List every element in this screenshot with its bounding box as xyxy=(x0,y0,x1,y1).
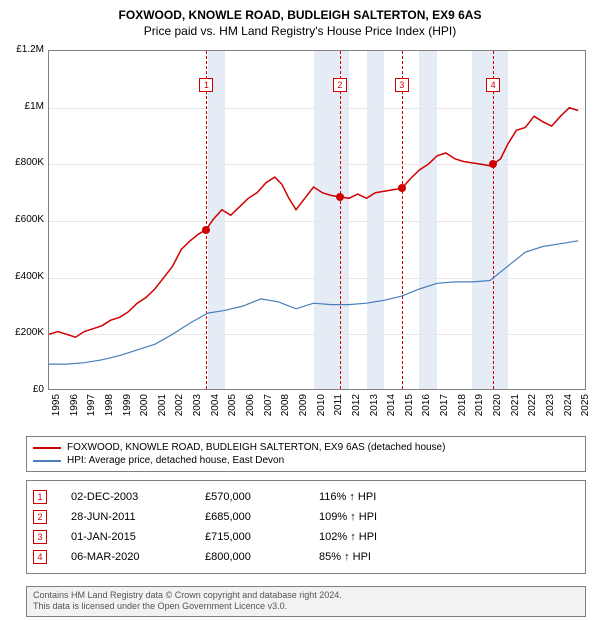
x-axis-label: 2009 xyxy=(298,394,309,424)
x-axis-label: 2003 xyxy=(192,394,203,424)
x-axis-label: 2022 xyxy=(527,394,538,424)
x-axis-label: 2007 xyxy=(263,394,274,424)
x-axis-label: 2014 xyxy=(386,394,397,424)
tx-pct-vs-hpi: 102% ↑ HPI xyxy=(319,531,419,543)
title-subtitle: Price paid vs. HM Land Registry's House … xyxy=(10,24,590,38)
y-axis-label: £1.2M xyxy=(4,44,44,55)
x-axis-label: 2001 xyxy=(157,394,168,424)
legend-item-property: FOXWOOD, KNOWLE ROAD, BUDLEIGH SALTERTON… xyxy=(33,441,579,454)
chart-plot-area: 1234 xyxy=(48,50,586,390)
tx-pct-vs-hpi: 116% ↑ HPI xyxy=(319,491,419,503)
tx-number: 4 xyxy=(33,550,47,564)
chart-container: FOXWOOD, KNOWLE ROAD, BUDLEIGH SALTERTON… xyxy=(0,0,600,620)
tx-date: 28-JUN-2011 xyxy=(71,511,181,523)
legend: FOXWOOD, KNOWLE ROAD, BUDLEIGH SALTERTON… xyxy=(26,436,586,472)
tx-number: 1 xyxy=(33,490,47,504)
footer-line-2: This data is licensed under the Open Gov… xyxy=(33,601,579,612)
x-axis-label: 2010 xyxy=(316,394,327,424)
x-axis-label: 2002 xyxy=(174,394,185,424)
y-axis-label: £800K xyxy=(4,157,44,168)
transaction-row: 3 01-JAN-2015 £715,000 102% ↑ HPI xyxy=(33,527,579,547)
x-axis-label: 2012 xyxy=(351,394,362,424)
tx-pct-vs-hpi: 109% ↑ HPI xyxy=(319,511,419,523)
x-axis-label: 2017 xyxy=(439,394,450,424)
x-axis-label: 2011 xyxy=(333,394,344,424)
x-axis-label: 1997 xyxy=(86,394,97,424)
x-axis-label: 2024 xyxy=(563,394,574,424)
tx-date: 02-DEC-2003 xyxy=(71,491,181,503)
x-axis-label: 2018 xyxy=(457,394,468,424)
transactions-table: 1 02-DEC-2003 £570,000 116% ↑ HPI 2 28-JUN-20… xyxy=(26,480,586,574)
x-axis-label: 2006 xyxy=(245,394,256,424)
x-axis-label: 1995 xyxy=(51,394,62,424)
y-axis-label: £400K xyxy=(4,271,44,282)
x-axis-label: 2000 xyxy=(139,394,150,424)
footer-attribution: Contains HM Land Registry data © Crown c… xyxy=(26,586,586,617)
x-axis-label: 2025 xyxy=(580,394,591,424)
tx-date: 01-JAN-2015 xyxy=(71,531,181,543)
tx-price: £570,000 xyxy=(205,491,295,503)
chart-lines xyxy=(49,51,587,391)
legend-swatch xyxy=(33,447,61,449)
transaction-row: 4 06-MAR-2020 £800,000 85% ↑ HPI xyxy=(33,547,579,567)
x-axis-label: 2019 xyxy=(474,394,485,424)
tx-price: £800,000 xyxy=(205,551,295,563)
x-axis-label: 2008 xyxy=(280,394,291,424)
x-axis-label: 1998 xyxy=(104,394,115,424)
y-axis-label: £600K xyxy=(4,214,44,225)
x-axis-label: 2023 xyxy=(545,394,556,424)
footer-line-1: Contains HM Land Registry data © Crown c… xyxy=(33,590,579,601)
tx-price: £685,000 xyxy=(205,511,295,523)
transaction-row: 1 02-DEC-2003 £570,000 116% ↑ HPI xyxy=(33,487,579,507)
legend-item-hpi: HPI: Average price, detached house, East… xyxy=(33,454,579,467)
title-address: FOXWOOD, KNOWLE ROAD, BUDLEIGH SALTERTON… xyxy=(10,8,590,22)
y-axis-label: £1M xyxy=(4,101,44,112)
x-axis-label: 2015 xyxy=(404,394,415,424)
x-axis-label: 2020 xyxy=(492,394,503,424)
x-axis-label: 1999 xyxy=(122,394,133,424)
x-axis-label: 2005 xyxy=(227,394,238,424)
tx-number: 3 xyxy=(33,530,47,544)
tx-date: 06-MAR-2020 xyxy=(71,551,181,563)
x-axis-label: 2021 xyxy=(510,394,521,424)
tx-price: £715,000 xyxy=(205,531,295,543)
legend-swatch xyxy=(33,460,61,462)
transaction-row: 2 28-JUN-2011 £685,000 109% ↑ HPI xyxy=(33,507,579,527)
y-axis-label: £200K xyxy=(4,327,44,338)
x-axis-label: 2016 xyxy=(421,394,432,424)
series-hpi xyxy=(49,241,578,364)
tx-pct-vs-hpi: 85% ↑ HPI xyxy=(319,551,419,563)
legend-label: HPI: Average price, detached house, East… xyxy=(67,455,284,466)
x-axis-label: 2004 xyxy=(210,394,221,424)
legend-label: FOXWOOD, KNOWLE ROAD, BUDLEIGH SALTERTON… xyxy=(67,442,445,453)
tx-number: 2 xyxy=(33,510,47,524)
x-axis-label: 2013 xyxy=(369,394,380,424)
y-axis-label: £0 xyxy=(4,384,44,395)
title-block: FOXWOOD, KNOWLE ROAD, BUDLEIGH SALTERTON… xyxy=(0,0,600,42)
x-axis-label: 1996 xyxy=(69,394,80,424)
